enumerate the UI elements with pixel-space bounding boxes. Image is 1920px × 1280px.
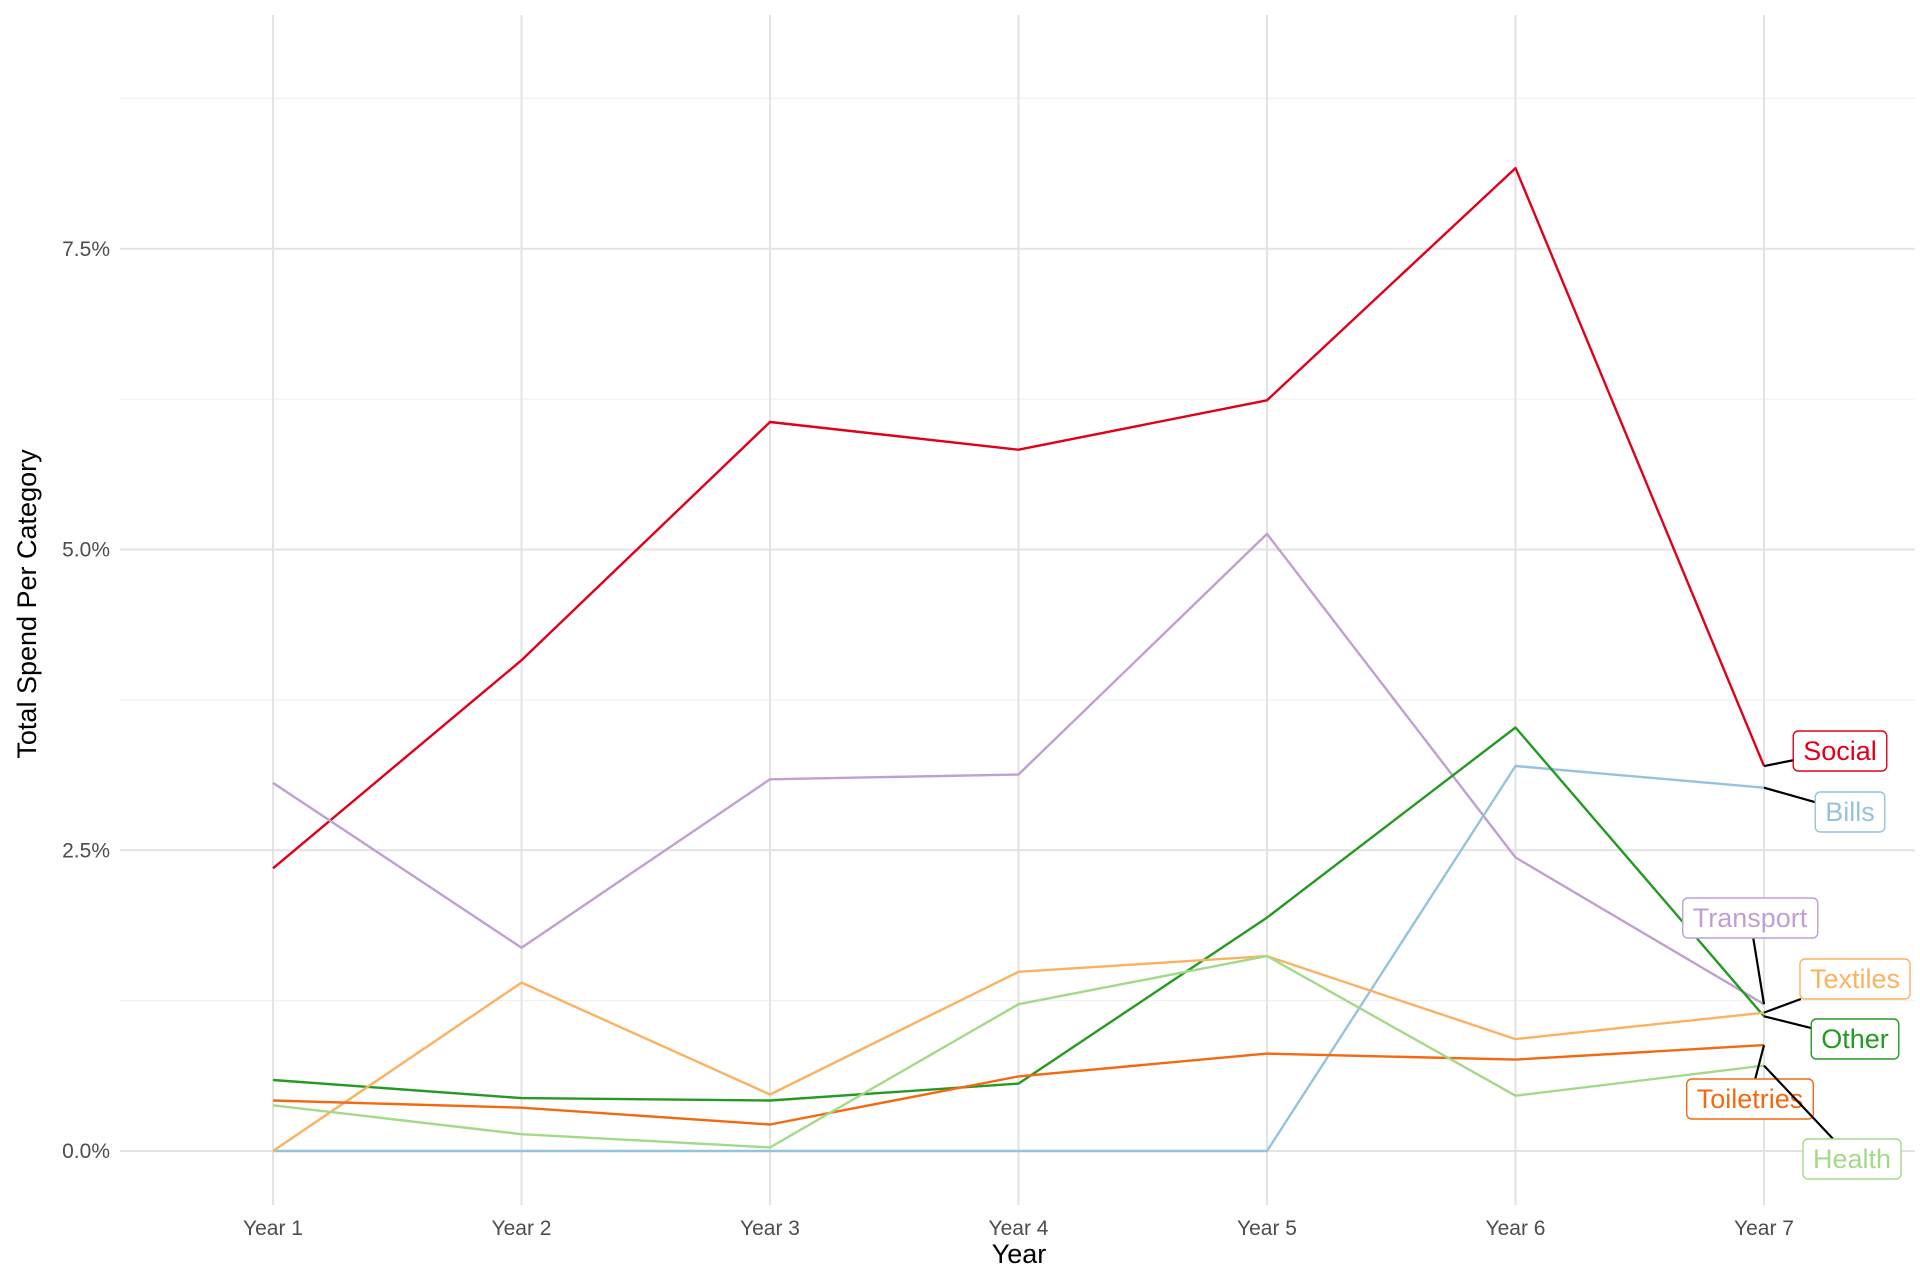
series-labels: Social Transport Bills Other Textiles Toiletr… — [1682, 730, 1911, 1180]
x-tick-label: Year 3 — [740, 1217, 800, 1240]
series-label-textiles: Textiles — [1763, 958, 1911, 1014]
x-tick-label: Year 4 — [989, 1217, 1049, 1240]
label-leader-line — [1752, 937, 1766, 1005]
label-text: Toiletries — [1697, 1084, 1804, 1114]
label-leader-line — [1763, 759, 1794, 768]
major-gridlines — [120, 15, 1915, 1205]
series-lines — [272, 166, 1766, 1153]
label-leader-line — [1763, 786, 1816, 804]
y-axis-tick-labels: 0.0% 2.5% 5.0% 7.5% — [62, 238, 110, 1163]
series-line-health — [272, 954, 1765, 1149]
series-label-toiletries: Toiletries — [1686, 1044, 1814, 1120]
label-box — [1802, 1138, 1902, 1180]
series-line-toiletries — [272, 1043, 1765, 1126]
series-line-transport — [272, 532, 1765, 1006]
x-tick-label: Year 1 — [243, 1217, 303, 1240]
y-tick-label: 7.5% — [62, 238, 110, 261]
label-box — [1810, 1018, 1900, 1060]
label-text: Social — [1803, 736, 1877, 766]
label-box — [1792, 730, 1888, 772]
y-axis-title: Total Spend Per Category — [12, 449, 42, 759]
y-tick-label: 0.0% — [62, 1140, 110, 1163]
label-text: Textiles — [1810, 964, 1900, 994]
x-tick-label: Year 5 — [1237, 1217, 1297, 1240]
label-text: Health — [1813, 1144, 1891, 1174]
y-tick-label: 2.5% — [62, 839, 110, 862]
label-leader-line — [1763, 1015, 1812, 1030]
series-line-bills — [273, 764, 1765, 1153]
label-text: Bills — [1825, 797, 1875, 827]
label-leader-line — [1763, 1064, 1834, 1140]
series-line-textiles — [272, 954, 1765, 1152]
series-line-social — [272, 166, 1766, 870]
series-label-social: Social — [1763, 730, 1888, 772]
series-label-bills: Bills — [1763, 786, 1886, 833]
x-tick-label: Year 2 — [492, 1217, 552, 1240]
label-leader-line — [1754, 1044, 1766, 1080]
label-box — [1814, 791, 1886, 833]
label-leader-line — [1763, 997, 1802, 1014]
series-label-transport: Transport — [1682, 897, 1819, 1005]
label-box — [1686, 1078, 1814, 1120]
label-text: Transport — [1693, 903, 1808, 933]
label-text: Other — [1821, 1024, 1889, 1054]
x-axis-tick-labels: Year 1 Year 2 Year 3 Year 4 Year 5 Year 6 Year… — [243, 1217, 1794, 1240]
x-axis-title: Year — [992, 1239, 1047, 1269]
series-label-health: Health — [1763, 1064, 1902, 1180]
x-tick-label: Year 7 — [1734, 1217, 1794, 1240]
y-tick-label: 5.0% — [62, 539, 110, 562]
series-line-other — [272, 726, 1765, 1102]
series-label-other: Other — [1763, 1015, 1900, 1060]
label-box — [1682, 897, 1819, 939]
x-tick-label: Year 6 — [1486, 1217, 1546, 1240]
label-box — [1799, 958, 1911, 1000]
